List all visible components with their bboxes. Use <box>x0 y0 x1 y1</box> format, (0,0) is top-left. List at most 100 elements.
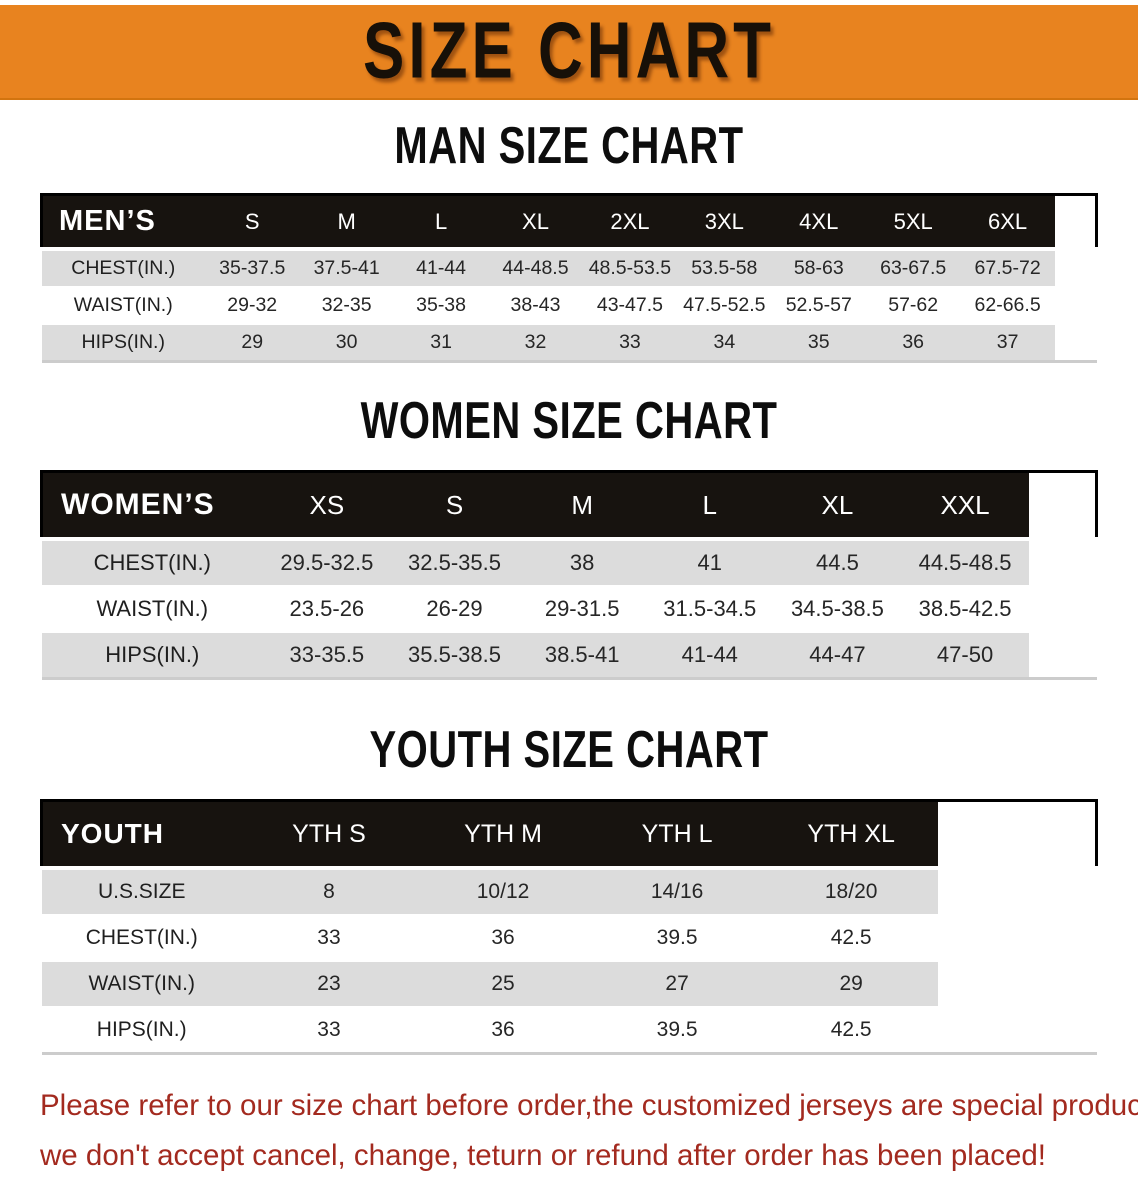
row-label: CHEST(IN.) <box>71 257 176 279</box>
size-column-header: XL <box>522 208 549 234</box>
size-column-header: L <box>434 208 448 234</box>
size-value-cell: 38 <box>569 550 595 575</box>
size-value-cell: 58-63 <box>793 257 844 279</box>
size-value-cell: 23.5-26 <box>289 596 365 621</box>
size-value-cell: 36 <box>902 331 925 353</box>
size-value-cell: 32 <box>524 331 547 353</box>
size-column-header: L <box>702 489 718 520</box>
measurement-row: CHEST(IN.) 35-37.5 37.5-41 41-44 44-48.5 48.5… <box>41 249 1097 287</box>
size-value-cell: 39.5 <box>656 1018 698 1041</box>
size-column-header: XXL <box>940 489 990 520</box>
size-value-cell: 31.5-34.5 <box>663 596 757 621</box>
size-value-cell: 38.5-41 <box>544 642 620 667</box>
size-column-header: YTH S <box>292 819 366 848</box>
measurement-row: WAIST(IN.) 23 25 27 29 <box>41 961 1097 1007</box>
order-disclaimer: Please refer to our size chart before or… <box>40 1081 1138 1181</box>
row-label: WAIST(IN.) <box>96 596 209 621</box>
size-value-cell: 36 <box>491 926 515 949</box>
size-value-cell: 25 <box>491 972 515 995</box>
youth-section-heading: YOUTH SIZE CHART <box>0 721 1138 778</box>
youth-size-table: YOUTH YTH S YTH M YTH L YTH XL U.S.SIZE 8 10/12… <box>40 799 1098 1055</box>
size-value-cell: 34 <box>713 331 736 353</box>
size-value-cell: 23 <box>317 972 341 995</box>
size-column-header: S <box>445 489 464 520</box>
measurement-row: HIPS(IN.) 33 36 39.5 42.5 <box>41 1007 1097 1054</box>
size-value-cell: 42.5 <box>830 926 872 949</box>
size-value-cell: 29-31.5 <box>544 596 620 621</box>
men-section-heading: MAN SIZE CHART <box>0 117 1138 174</box>
size-value-cell: 39.5 <box>656 926 698 949</box>
size-value-cell: 29 <box>839 972 863 995</box>
men-size-section: MAN SIZE CHART MEN’S S M L XL 2XL 3XL 4XL 5XL 6XL… <box>0 117 1138 363</box>
size-value-cell: 32-35 <box>321 294 372 316</box>
size-column-header: XL <box>821 489 854 520</box>
size-value-cell: 29 <box>241 331 264 353</box>
size-column-header: M <box>571 489 593 520</box>
size-column-header: YTH XL <box>807 819 895 848</box>
size-value-cell: 36 <box>491 1018 515 1041</box>
size-column-header: M <box>337 208 356 234</box>
youth-heading-text: YOUTH SIZE CHART <box>369 721 769 779</box>
women-size-section: WOMEN SIZE CHART WOMEN’S XS S M L XL XXL CHEST(… <box>0 392 1138 680</box>
size-column-header: 6XL <box>988 208 1028 234</box>
row-label: HIPS(IN.) <box>81 331 165 353</box>
size-value-cell: 33 <box>317 926 341 949</box>
row-label: WAIST(IN.) <box>73 294 173 316</box>
youth-size-section: YOUTH SIZE CHART YOUTH YTH S YTH M YTH L YTH… <box>0 721 1138 1055</box>
size-value-cell: 44.5-48.5 <box>918 550 1012 575</box>
size-value-cell: 29.5-32.5 <box>280 550 374 575</box>
size-column-header: YTH M <box>464 819 542 848</box>
measurement-row: CHEST(IN.) 33 36 39.5 42.5 <box>41 915 1097 961</box>
group-label: WOMEN’S <box>61 488 215 521</box>
size-value-cell: 53.5-58 <box>691 257 758 279</box>
measurement-row: U.S.SIZE 8 10/12 14/16 18/20 <box>41 868 1097 915</box>
measurement-row: HIPS(IN.) 29 30 31 32 33 34 35 36 37 <box>41 324 1097 362</box>
measurement-row: HIPS(IN.) 33-35.5 35.5-38.5 38.5-41 41-44 44-… <box>41 632 1097 679</box>
group-label: MEN’S <box>59 205 156 237</box>
size-value-cell: 42.5 <box>830 1018 872 1041</box>
size-column-header: 4XL <box>799 208 839 234</box>
size-value-cell: 14/16 <box>650 880 704 903</box>
size-value-cell: 35-37.5 <box>219 257 286 279</box>
size-value-cell: 41 <box>697 550 723 575</box>
size-value-cell: 48.5-53.5 <box>588 257 672 279</box>
banner-title: SIZE CHART <box>363 7 775 96</box>
size-value-cell: 30 <box>335 331 358 353</box>
size-column-header: S <box>244 208 260 234</box>
size-value-cell: 62-66.5 <box>974 294 1041 316</box>
men-heading-text: MAN SIZE CHART <box>394 117 744 175</box>
women-table-wrap: WOMEN’S XS S M L XL XXL CHEST(IN.) 29.5-32.5 32.5… <box>40 470 1098 680</box>
size-column-header: XS <box>309 489 345 520</box>
size-header-row: YOUTH YTH S YTH M YTH L YTH XL <box>41 800 1097 868</box>
row-label: HIPS(IN.) <box>105 642 200 667</box>
size-value-cell: 33 <box>619 331 641 353</box>
size-value-cell: 35.5-38.5 <box>408 642 501 667</box>
row-label: U.S.SIZE <box>97 880 186 903</box>
size-value-cell: 8 <box>323 880 335 903</box>
size-chart-banner: SIZE CHART <box>0 5 1138 100</box>
size-value-cell: 37 <box>996 331 1019 353</box>
size-value-cell: 44-47 <box>809 642 866 667</box>
size-value-cell: 38.5-42.5 <box>918 596 1012 621</box>
size-value-cell: 37.5-41 <box>313 257 380 279</box>
size-value-cell: 32.5-35.5 <box>408 550 501 575</box>
size-column-header: 3XL <box>704 208 744 234</box>
measurement-row: WAIST(IN.) 23.5-26 26-29 29-31.5 31.5-34.5 34… <box>41 586 1097 632</box>
size-value-cell: 47.5-52.5 <box>683 294 766 316</box>
row-label: HIPS(IN.) <box>96 1018 187 1041</box>
size-value-cell: 26-29 <box>426 596 483 621</box>
size-value-cell: 38-43 <box>510 294 561 316</box>
group-label: YOUTH <box>61 818 164 849</box>
size-value-cell: 33 <box>317 1018 341 1041</box>
size-header-row: MEN’S S M L XL 2XL 3XL 4XL 5XL 6XL <box>41 194 1097 249</box>
size-value-cell: 35-38 <box>416 294 466 316</box>
disclaimer-line-2: we don't accept cancel, change, teturn o… <box>40 1139 1046 1172</box>
size-header-row: WOMEN’S XS S M L XL XXL <box>41 471 1097 539</box>
size-value-cell: 63-67.5 <box>880 257 947 279</box>
measurement-row: WAIST(IN.) 29-32 32-35 35-38 38-43 43-47.5 47.… <box>41 287 1097 324</box>
size-value-cell: 41-44 <box>681 642 738 667</box>
disclaimer-line-1: Please refer to our size chart before or… <box>40 1089 1138 1122</box>
men-table-wrap: MEN’S S M L XL 2XL 3XL 4XL 5XL 6XL CHEST(IN.) 35-37… <box>40 193 1098 363</box>
size-value-cell: 27 <box>665 972 689 995</box>
women-section-heading: WOMEN SIZE CHART <box>0 392 1138 449</box>
